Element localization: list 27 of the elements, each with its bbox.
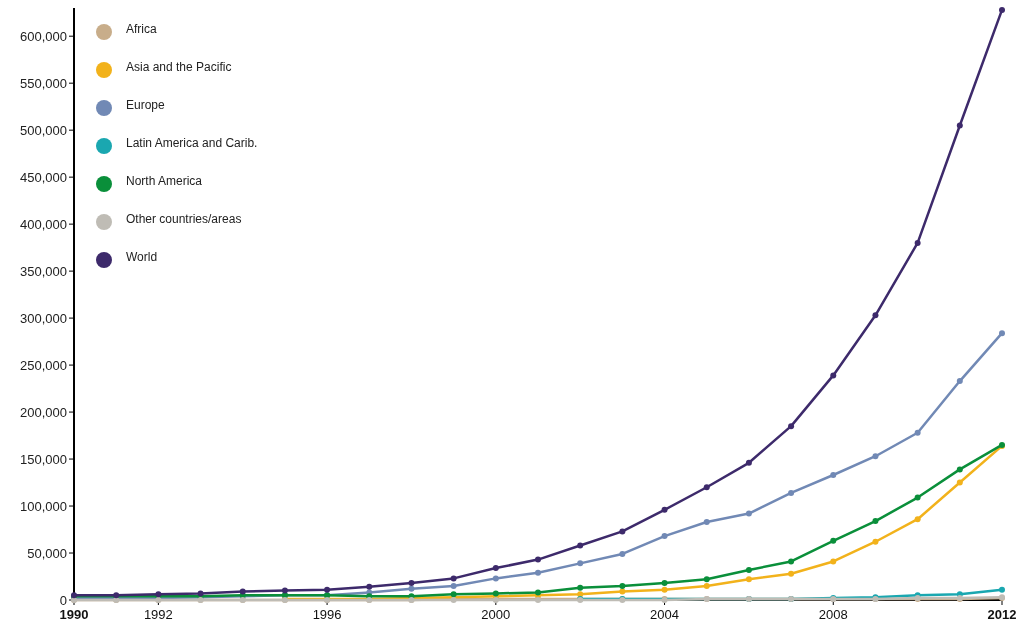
x-tick-label: 2012: [987, 607, 1017, 622]
legend-label: Latin America and Carib.: [126, 136, 258, 151]
y-tick-label: 0: [59, 592, 67, 608]
x-tick-label: 2008: [818, 607, 848, 622]
legend-label: North America: [126, 174, 203, 189]
x-tick-label: 1996: [312, 607, 342, 622]
x-tick-label: 2000: [481, 607, 511, 622]
y-tick-label: 500,000: [20, 122, 67, 138]
legend-label: World: [126, 250, 158, 265]
x-tick-label: 1990: [59, 607, 89, 622]
y-tick-label: 550,000: [20, 75, 67, 91]
y-tick-label: 50,000: [27, 545, 67, 561]
y-tick-label: 100,000: [20, 498, 67, 514]
y-tick-label: 450,000: [20, 169, 67, 185]
legend-label: Other countries/areas: [126, 212, 242, 227]
legend-label: Europe: [126, 98, 166, 113]
legend-label: Asia and the Pacific: [126, 60, 232, 75]
y-tick-label: 400,000: [20, 216, 67, 232]
legend-label: Africa: [126, 22, 157, 37]
y-tick-label: 300,000: [20, 310, 67, 326]
y-tick-label: 250,000: [20, 357, 67, 373]
y-tick-label: 600,000: [20, 28, 67, 44]
y-tick-label: 350,000: [20, 263, 67, 279]
x-tick-label: 1992: [143, 607, 173, 622]
x-tick-label: 2004: [650, 607, 680, 622]
y-tick-label: 150,000: [20, 451, 67, 467]
y-tick-label: 200,000: [20, 404, 67, 420]
